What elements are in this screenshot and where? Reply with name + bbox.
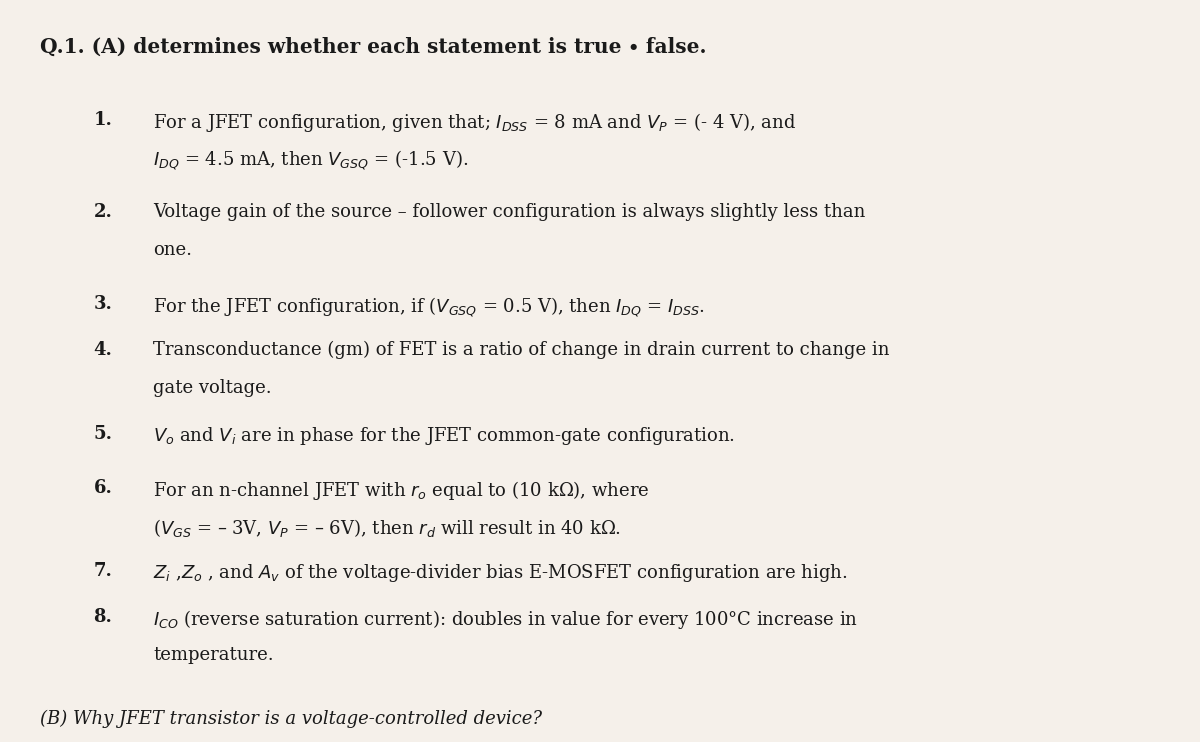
Text: Transconductance (gm) of FET is a ratio of change in drain current to change in: Transconductance (gm) of FET is a ratio … (154, 341, 889, 359)
Text: Voltage gain of the source – follower configuration is always slightly less than: Voltage gain of the source – follower co… (154, 203, 865, 221)
Text: For the JFET configuration, if ($V_{GSQ}$ = 0.5 V), then $I_{DQ}$ = $I_{DSS}$.: For the JFET configuration, if ($V_{GSQ}… (154, 295, 706, 319)
Text: $I_{DQ}$ = 4.5 mA, then $V_{GSQ}$ = (-1.5 V).: $I_{DQ}$ = 4.5 mA, then $V_{GSQ}$ = (-1.… (154, 148, 468, 172)
Text: 7.: 7. (94, 562, 113, 580)
Text: 6.: 6. (94, 479, 113, 497)
Text: For an n-channel JFET with $r_o$ equal to (10 kΩ), where: For an n-channel JFET with $r_o$ equal t… (154, 479, 649, 502)
Text: $V_o$ and $V_i$ are in phase for the JFET common-gate configuration.: $V_o$ and $V_i$ are in phase for the JFE… (154, 424, 736, 447)
Text: 8.: 8. (94, 608, 113, 626)
Text: 5.: 5. (94, 424, 113, 442)
Text: 1.: 1. (94, 111, 113, 128)
Text: gate voltage.: gate voltage. (154, 379, 271, 397)
Text: temperature.: temperature. (154, 646, 274, 664)
Text: 2.: 2. (94, 203, 113, 221)
Text: Q.1. (A) determines whether each statement is true ∙ false.: Q.1. (A) determines whether each stateme… (40, 37, 707, 57)
Text: ($V_{GS}$ = – 3V, $V_P$ = – 6V), then $r_d$ will result in 40 kΩ.: ($V_{GS}$ = – 3V, $V_P$ = – 6V), then $r… (154, 517, 622, 539)
Text: (B) Why JFET transistor is a voltage-controlled device?: (B) Why JFET transistor is a voltage-con… (40, 710, 542, 728)
Text: 3.: 3. (94, 295, 113, 313)
Text: $I_{CO}$ (reverse saturation current): doubles in value for every 100°C increase: $I_{CO}$ (reverse saturation current): d… (154, 608, 858, 631)
Text: $Z_i$ ,$Z_o$ , and $A_v$ of the voltage-divider bias E-MOSFET configuration are : $Z_i$ ,$Z_o$ , and $A_v$ of the voltage-… (154, 562, 847, 585)
Text: For a JFET configuration, given that; $I_{DSS}$ = 8 mA and $V_P$ = (- 4 V), and: For a JFET configuration, given that; $I… (154, 111, 797, 134)
Text: 4.: 4. (94, 341, 113, 359)
Text: one.: one. (154, 241, 192, 259)
